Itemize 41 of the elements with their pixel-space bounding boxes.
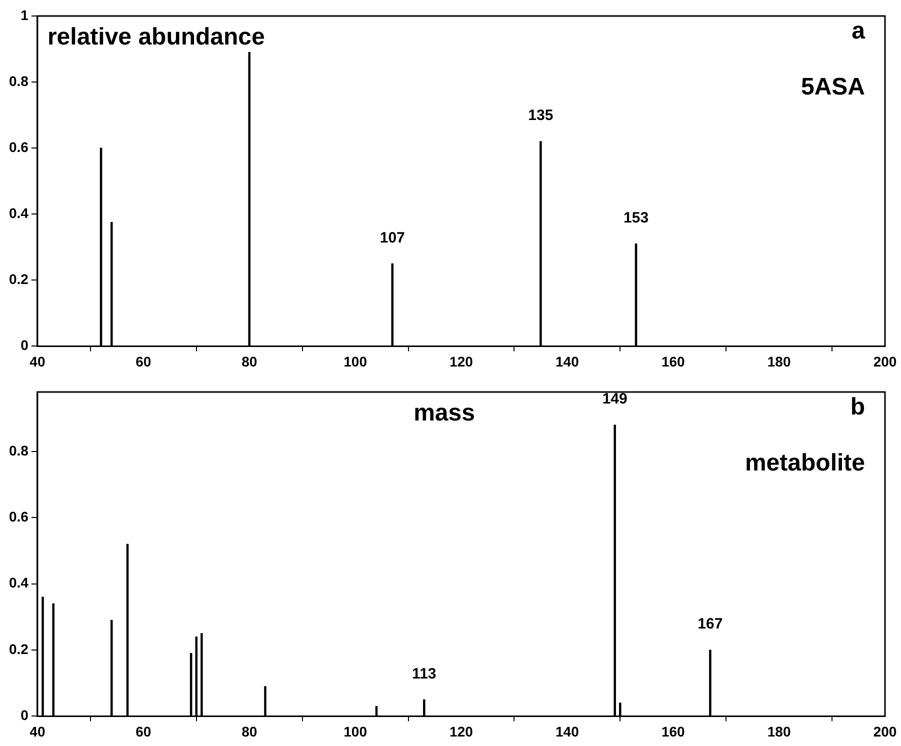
x-tick-label: 60 bbox=[136, 723, 152, 740]
annotation: 167 bbox=[698, 616, 723, 633]
x-tick-label: 80 bbox=[242, 723, 258, 740]
x-tick-label: 200 bbox=[873, 723, 897, 740]
x-tick-label: 200 bbox=[873, 353, 897, 370]
annotation: 153 bbox=[624, 209, 649, 226]
annotation: 113 bbox=[412, 665, 436, 682]
annotation: 149 bbox=[602, 390, 628, 408]
x-tick-label: 160 bbox=[661, 723, 686, 740]
y-tick-label: 1 bbox=[20, 6, 29, 23]
y-tick-label: 0 bbox=[20, 337, 29, 354]
x-tick-label: 140 bbox=[555, 723, 580, 740]
x-tick-label: 60 bbox=[136, 353, 152, 370]
annotation: 135 bbox=[528, 107, 554, 124]
y-tick-label: 0.6 bbox=[8, 138, 29, 155]
x-tick-label: 100 bbox=[344, 723, 368, 740]
x-tick-label: 100 bbox=[344, 353, 368, 370]
x-tick-label: 80 bbox=[242, 353, 258, 370]
y-tick-label: 0.2 bbox=[8, 640, 29, 657]
y-tick-label: 0 bbox=[20, 707, 29, 724]
annotation: 5ASA bbox=[800, 74, 865, 101]
y-tick-label: 0.6 bbox=[8, 508, 29, 525]
x-tick-label: 140 bbox=[555, 353, 580, 370]
annotation: 107 bbox=[380, 229, 405, 246]
x-tick-label: 40 bbox=[30, 353, 46, 370]
annotation: metabolite bbox=[744, 450, 865, 477]
x-tick-label: 40 bbox=[30, 723, 46, 740]
x-axis-title: mass bbox=[414, 400, 475, 427]
y-axis-title: relative abundance bbox=[47, 24, 265, 51]
x-tick-label: 160 bbox=[661, 353, 686, 370]
x-tick-label: 180 bbox=[767, 353, 791, 370]
annotation: a bbox=[852, 18, 866, 45]
y-tick-label: 0.4 bbox=[8, 204, 29, 221]
x-tick-label: 180 bbox=[767, 723, 791, 740]
x-tick-label: 120 bbox=[450, 353, 474, 370]
y-tick-label: 0.4 bbox=[8, 574, 29, 591]
annotation: b bbox=[850, 394, 865, 421]
y-tick-label: 0.2 bbox=[8, 271, 29, 288]
x-tick-label: 120 bbox=[450, 723, 474, 740]
y-tick-label: 0.8 bbox=[8, 72, 29, 89]
y-tick-label: 0.8 bbox=[8, 442, 29, 458]
